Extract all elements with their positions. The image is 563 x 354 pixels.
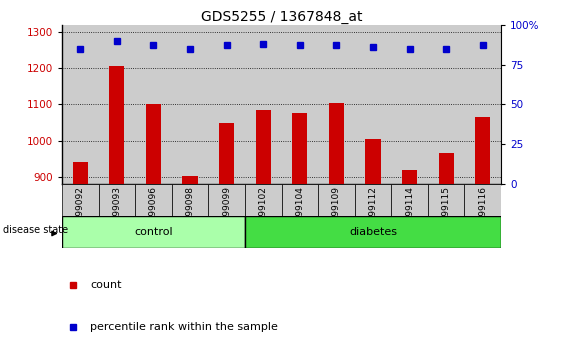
Bar: [318, 25, 355, 184]
Text: disease state: disease state: [3, 225, 68, 235]
Bar: [402, 170, 417, 184]
Bar: [355, 25, 391, 184]
Bar: [172, 184, 208, 216]
Bar: [428, 184, 464, 216]
Text: count: count: [90, 280, 122, 290]
Bar: [182, 176, 198, 184]
Bar: [245, 25, 282, 184]
Text: percentile rank within the sample: percentile rank within the sample: [90, 322, 278, 332]
Bar: [73, 162, 88, 184]
Bar: [208, 25, 245, 184]
Bar: [99, 184, 135, 216]
Bar: [282, 25, 318, 184]
Bar: [464, 25, 501, 184]
Text: GSM399092: GSM399092: [76, 185, 84, 241]
Bar: [365, 139, 381, 184]
Text: GSM399115: GSM399115: [442, 185, 450, 241]
Bar: [62, 184, 99, 216]
Bar: [428, 25, 464, 184]
Text: GSM399116: GSM399116: [479, 185, 487, 241]
Text: GSM399109: GSM399109: [332, 185, 341, 241]
Text: control: control: [134, 227, 173, 237]
Bar: [318, 184, 355, 216]
Bar: [208, 184, 245, 216]
Text: GSM399104: GSM399104: [296, 185, 304, 241]
Bar: [464, 184, 501, 216]
Bar: [292, 114, 307, 184]
Bar: [109, 67, 124, 184]
Text: GSM399096: GSM399096: [149, 185, 158, 241]
Bar: [475, 117, 490, 184]
Bar: [135, 25, 172, 184]
Bar: [355, 184, 391, 216]
Text: GSM399099: GSM399099: [222, 185, 231, 241]
Bar: [439, 153, 454, 184]
Bar: [146, 104, 161, 184]
Text: diabetes: diabetes: [349, 227, 397, 237]
Title: GDS5255 / 1367848_at: GDS5255 / 1367848_at: [201, 10, 362, 24]
Bar: [245, 216, 501, 248]
Bar: [329, 103, 344, 184]
Text: GSM399114: GSM399114: [405, 185, 414, 241]
Bar: [135, 184, 172, 216]
Text: GSM399093: GSM399093: [113, 185, 121, 241]
Bar: [282, 184, 318, 216]
Bar: [99, 25, 135, 184]
Bar: [62, 25, 99, 184]
Text: GSM399098: GSM399098: [186, 185, 194, 241]
Text: GSM399102: GSM399102: [259, 185, 267, 241]
Bar: [245, 184, 282, 216]
Bar: [391, 25, 428, 184]
Bar: [256, 110, 271, 184]
Text: GSM399112: GSM399112: [369, 185, 377, 241]
Bar: [391, 184, 428, 216]
Bar: [62, 216, 245, 248]
Bar: [219, 122, 234, 184]
Bar: [172, 25, 208, 184]
